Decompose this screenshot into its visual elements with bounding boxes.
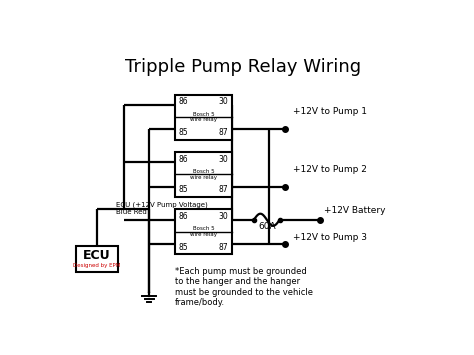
Text: 85: 85: [179, 185, 188, 194]
Text: +12V to Pump 3: +12V to Pump 3: [292, 233, 366, 242]
Text: Bosch 5
wire relay: Bosch 5 wire relay: [190, 112, 217, 122]
Text: 86: 86: [179, 212, 188, 221]
Text: Designed by EPM: Designed by EPM: [73, 263, 120, 268]
Text: *Each pump must be grounded
to the hanger and the hanger
must be grounded to the: *Each pump must be grounded to the hange…: [175, 267, 313, 307]
Text: 86: 86: [179, 97, 188, 106]
Text: 30: 30: [219, 212, 228, 221]
Text: ECU: ECU: [83, 249, 111, 262]
Text: 87: 87: [219, 243, 228, 252]
Text: 87: 87: [219, 128, 228, 137]
Text: 30: 30: [219, 155, 228, 164]
Text: Tripple Pump Relay Wiring: Tripple Pump Relay Wiring: [125, 58, 361, 76]
Bar: [175, 209, 232, 255]
Text: +12V to Pump 1: +12V to Pump 1: [292, 107, 366, 116]
Text: 87: 87: [219, 185, 228, 194]
Text: +12V to Pump 2: +12V to Pump 2: [292, 165, 366, 174]
Text: ECU (+12V Pump Voltage)
Blue Red: ECU (+12V Pump Voltage) Blue Red: [116, 201, 208, 215]
Bar: [76, 246, 118, 272]
Text: Bosch 5
wire relay: Bosch 5 wire relay: [190, 169, 217, 180]
Text: 85: 85: [179, 128, 188, 137]
Text: Bosch 5
wire relay: Bosch 5 wire relay: [190, 226, 217, 237]
Text: 60A: 60A: [258, 222, 275, 231]
Bar: [175, 152, 232, 197]
Text: 30: 30: [219, 97, 228, 106]
Text: 85: 85: [179, 243, 188, 252]
Text: 86: 86: [179, 155, 188, 164]
Text: +12V Battery: +12V Battery: [324, 206, 385, 215]
Bar: [175, 94, 232, 140]
